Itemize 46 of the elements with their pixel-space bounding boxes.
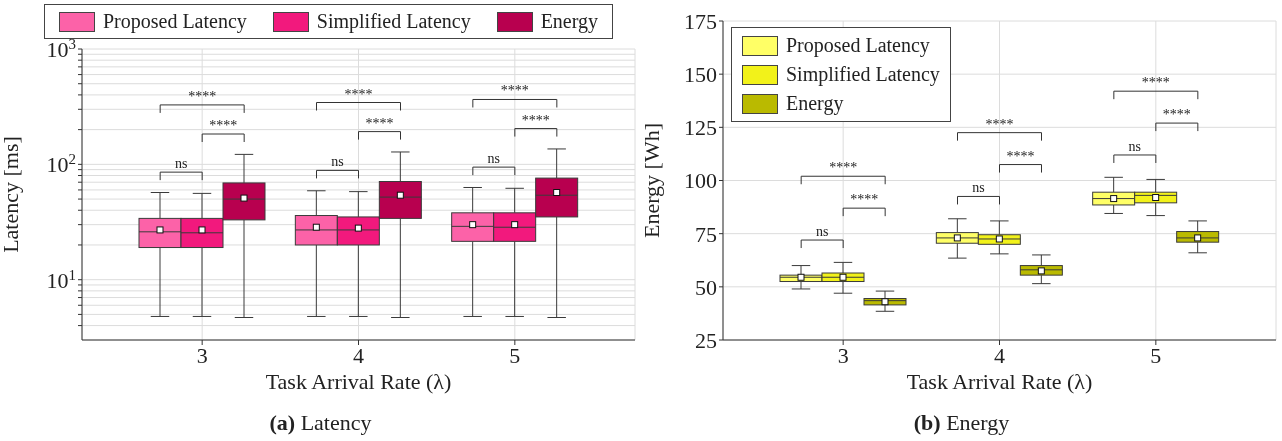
- y-axis-title: Latency [ms]: [0, 136, 23, 253]
- legend-label: Energy: [786, 92, 844, 115]
- annotation: ns: [174, 156, 188, 172]
- x-tick-label: 5: [1150, 342, 1162, 368]
- legend-label: Simplified Latency: [786, 63, 940, 86]
- annotation: ****: [829, 160, 858, 176]
- annotation: ****: [500, 83, 529, 99]
- text: (b) Energy: [912, 410, 1011, 436]
- x-axis-title: Task Arrival Rate (λ): [265, 369, 452, 394]
- legend-label: Proposed Latency: [786, 34, 930, 57]
- y-tick-label: 100: [684, 168, 717, 194]
- legend-label: Proposed Latency: [102, 10, 247, 33]
- annotation: ****: [985, 116, 1014, 132]
- x-tick-label: 4: [994, 342, 1005, 368]
- annotation: ns: [487, 151, 501, 167]
- annotation: ns: [815, 224, 829, 240]
- annotation: ****: [521, 112, 550, 128]
- annotation: ****: [209, 118, 238, 134]
- text: (a) Latency: [268, 410, 373, 436]
- y-axis-title: Energy [Wh]: [639, 122, 664, 239]
- x-axis-title: Task Arrival Rate (λ): [906, 369, 1093, 394]
- annotation: ****: [1141, 75, 1170, 91]
- x-tick-label: 3: [196, 342, 208, 368]
- annotation: ns: [972, 180, 985, 196]
- annotation: ns: [1128, 138, 1142, 154]
- annotation: ****: [344, 86, 373, 102]
- y-tick-label: 10$^{2}$: [46, 151, 76, 178]
- annotation: ****: [188, 88, 217, 104]
- y-tick-label: 10$^{1}$: [46, 266, 76, 293]
- legend-label: Simplified Latency: [316, 10, 471, 33]
- annotation: ****: [1162, 107, 1191, 123]
- x-tick-label: 5: [509, 342, 521, 368]
- y-tick-label: 75: [695, 221, 717, 247]
- y-tick-label: 150: [684, 62, 717, 88]
- y-tick-label: 125: [684, 115, 717, 141]
- x-tick-label: 3: [837, 342, 849, 368]
- y-tick-label: 50: [695, 274, 717, 300]
- annotation: ****: [1006, 148, 1035, 164]
- y-tick-label: 175: [684, 8, 717, 34]
- y-tick-label: 10$^{3}$: [46, 35, 76, 62]
- annotation: ****: [365, 115, 394, 131]
- annotation: ns: [331, 154, 344, 170]
- x-tick-label: 4: [353, 342, 364, 368]
- legend-label: Energy: [540, 10, 599, 33]
- annotation: ****: [850, 192, 879, 208]
- y-tick-label: 25: [695, 327, 717, 353]
